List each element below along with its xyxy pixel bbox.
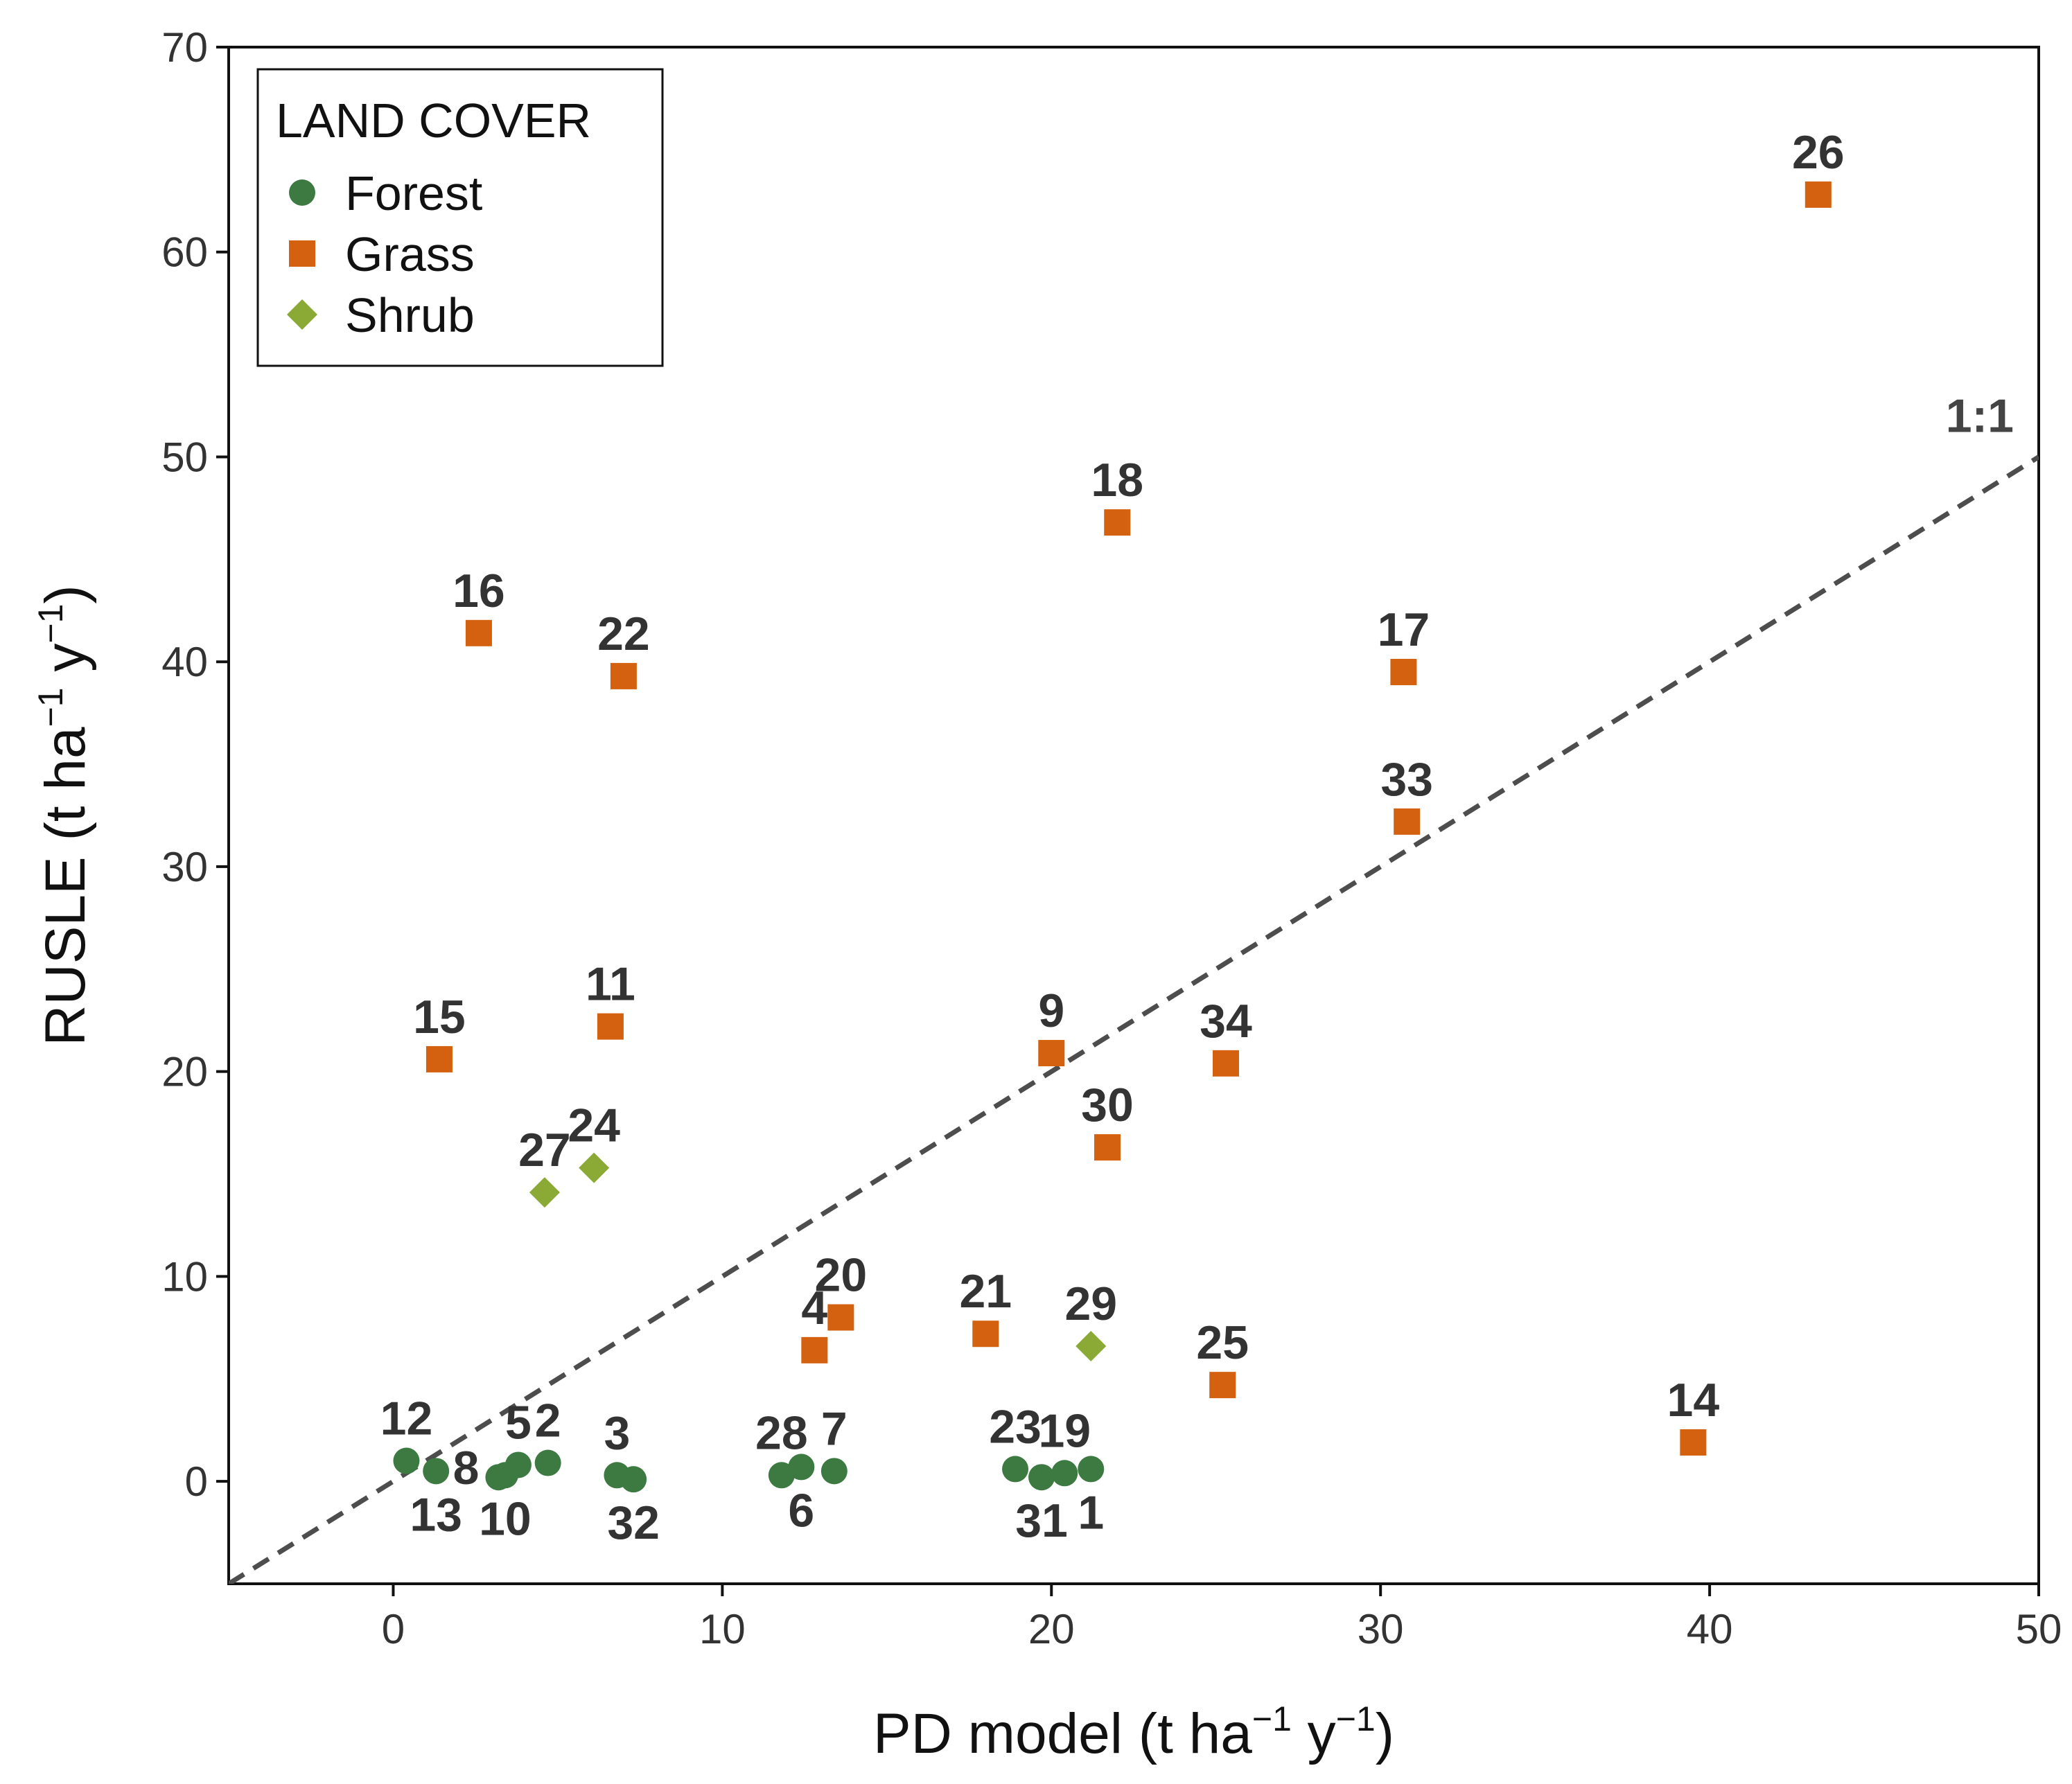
point-forest-2 [534, 1449, 561, 1476]
y-axis-title: RUSLE (t ha−1 y−1) [31, 585, 97, 1045]
point-grass-15 [425, 1045, 453, 1072]
point-label-10: 10 [479, 1492, 532, 1545]
x-tick-label: 30 [1358, 1606, 1404, 1652]
y-tick-label: 40 [161, 639, 208, 685]
point-label-14: 14 [1667, 1374, 1720, 1427]
point-label-5: 5 [505, 1396, 532, 1449]
point-shrub-27 [529, 1177, 560, 1208]
point-forest-28 [768, 1462, 795, 1489]
point-forest-5 [504, 1451, 532, 1478]
point-forest-23 [1002, 1456, 1029, 1483]
point-forest-12 [393, 1447, 420, 1474]
point-forest-19 [1051, 1460, 1078, 1487]
point-shrub-29 [1075, 1330, 1107, 1361]
point-label-21: 21 [959, 1265, 1012, 1318]
y-tick-label: 60 [161, 229, 208, 276]
y-tick-label: 70 [161, 24, 208, 71]
point-forest-32 [620, 1466, 647, 1493]
y-tick-label: 30 [161, 844, 208, 890]
point-shrub-24 [579, 1152, 610, 1183]
plot-area-frame [227, 46, 2040, 1585]
legend: LAND COVER Forest Grass Shrub [256, 68, 664, 367]
point-label-24: 24 [568, 1099, 620, 1152]
point-forest-6 [788, 1454, 815, 1481]
point-forest-7 [820, 1458, 848, 1485]
point-grass-11 [597, 1013, 624, 1040]
point-grass-4 [801, 1336, 828, 1363]
point-forest-13 [423, 1458, 450, 1485]
point-label-33: 33 [1380, 753, 1433, 806]
point-label-22: 22 [597, 608, 650, 660]
point-grass-20 [827, 1304, 854, 1331]
point-label-23: 23 [989, 1400, 1042, 1453]
point-label-7: 7 [821, 1402, 848, 1455]
y-tick-label: 50 [161, 434, 208, 480]
point-label-29: 29 [1064, 1278, 1117, 1330]
legend-marker-shrub [287, 299, 317, 330]
point-grass-26 [1805, 181, 1832, 208]
point-label-16: 16 [453, 565, 505, 617]
point-label-4: 4 [801, 1282, 827, 1334]
point-label-19: 19 [1038, 1404, 1091, 1457]
y-tick-label: 0 [185, 1458, 208, 1505]
legend-entries: Forest Grass Shrub [287, 166, 482, 342]
data-points [393, 181, 1832, 1493]
legend-box [256, 68, 664, 367]
point-grass-17 [1390, 658, 1417, 685]
legend-label-forest: Forest [345, 166, 482, 220]
point-label-18: 18 [1091, 454, 1143, 506]
point-label-6: 6 [788, 1484, 814, 1537]
point-grass-33 [1394, 808, 1421, 835]
point-label-28: 28 [755, 1406, 808, 1459]
point-label-34: 34 [1200, 995, 1252, 1048]
x-tick-label: 10 [699, 1606, 746, 1652]
point-forest-31 [1028, 1464, 1055, 1491]
legend-marker-forest [289, 179, 315, 206]
one-to-one-line [229, 454, 2039, 1584]
point-label-8: 8 [453, 1442, 480, 1494]
x-tick-label: 20 [1028, 1606, 1075, 1652]
legend-title: LAND COVER [276, 94, 591, 148]
legend-label-grass: Grass [345, 227, 475, 281]
point-grass-30 [1094, 1134, 1121, 1161]
point-grass-22 [610, 662, 637, 689]
point-grass-16 [465, 619, 492, 646]
y-tick-label: 20 [161, 1049, 208, 1095]
point-label-25: 25 [1196, 1316, 1249, 1369]
x-tick-label: 50 [2016, 1606, 2062, 1652]
point-label-13: 13 [410, 1488, 462, 1541]
one-to-one-label: 1:1 [1946, 389, 2014, 442]
x-axis-title: PD model (t ha−1 y−1) [873, 1699, 1394, 1765]
point-label-15: 15 [413, 991, 466, 1043]
x-tick-label: 40 [1687, 1606, 1733, 1652]
y-tick-label: 10 [161, 1253, 208, 1300]
point-label-30: 30 [1081, 1079, 1134, 1131]
point-label-27: 27 [518, 1124, 571, 1176]
y-axis-ticks: 0 10 20 30 40 50 60 70 [161, 24, 229, 1505]
point-label-9: 9 [1038, 984, 1064, 1037]
point-grass-34 [1212, 1050, 1239, 1077]
point-grass-21 [972, 1321, 999, 1348]
point-label-2: 2 [535, 1395, 561, 1447]
point-grass-9 [1038, 1040, 1065, 1067]
point-label-1: 1 [1078, 1486, 1104, 1539]
point-label-17: 17 [1378, 603, 1430, 656]
x-axis-ticks: 0 10 20 30 40 50 [382, 1584, 2062, 1652]
point-forest-1 [1078, 1456, 1105, 1483]
point-label-26: 26 [1792, 126, 1845, 179]
point-grass-25 [1209, 1372, 1236, 1399]
point-grass-18 [1104, 509, 1131, 536]
point-label-31: 31 [1015, 1494, 1068, 1547]
point-label-20: 20 [815, 1249, 868, 1302]
point-label-11: 11 [586, 958, 635, 1011]
legend-marker-grass [289, 240, 315, 267]
legend-label-shrub: Shrub [345, 288, 475, 342]
point-grass-14 [1680, 1429, 1707, 1456]
point-label-32: 32 [607, 1496, 660, 1549]
x-tick-label: 0 [382, 1606, 405, 1652]
point-label-3: 3 [604, 1406, 630, 1459]
point-label-12: 12 [380, 1393, 433, 1445]
